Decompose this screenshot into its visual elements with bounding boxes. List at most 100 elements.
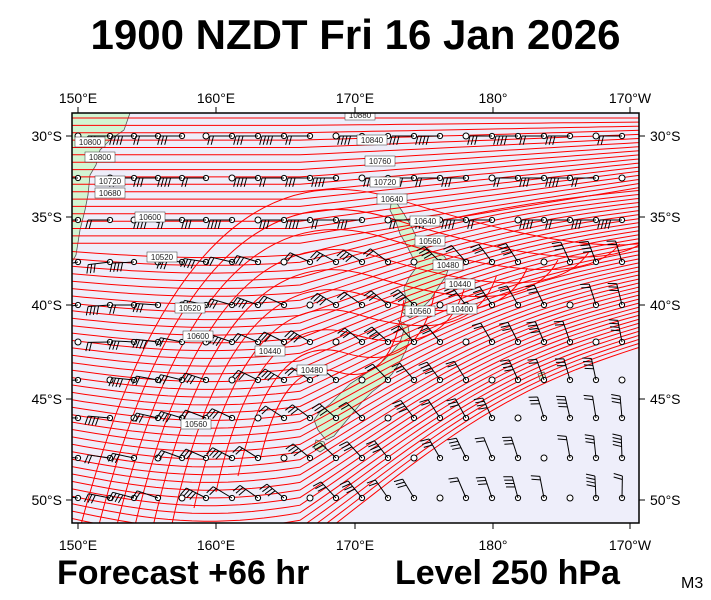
contour-line [72, 206, 639, 290]
wind-barb [447, 437, 470, 462]
wind-barb [85, 301, 114, 316]
contour-label: 10560 [404, 305, 436, 317]
wind-barb [418, 361, 444, 384]
wind-barb [207, 132, 236, 145]
lon-label-top-170e: 170°E [336, 90, 374, 106]
contour-line [259, 299, 405, 461]
wind-barb [592, 132, 600, 140]
contour-label-text: 10720 [374, 178, 397, 187]
wind-barb [207, 216, 236, 229]
contour-line [316, 338, 639, 523]
contour-line [72, 326, 639, 522]
wind-barb [410, 258, 418, 266]
lon-label-bottom-180: 180° [479, 537, 508, 553]
contour-line [135, 249, 590, 523]
contour-line [72, 302, 639, 476]
contour-line [98, 209, 639, 523]
wind-barb [178, 494, 186, 502]
wind-barb [231, 255, 262, 266]
wind-barb [364, 363, 392, 384]
wind-barb [436, 301, 444, 309]
wind-barb [131, 490, 162, 502]
wind-barb [311, 403, 340, 422]
wind-barb [618, 174, 626, 182]
contour-line [72, 286, 639, 445]
wind-barb [419, 399, 444, 422]
wind-barb [592, 338, 600, 346]
wind-barb [74, 338, 82, 346]
wind-barb [109, 301, 138, 314]
contour-line [72, 230, 639, 336]
wind-barb [85, 216, 114, 229]
wind-barb [441, 216, 470, 229]
lon-label-top-170w: 170°W [609, 90, 652, 106]
contour-label: 10640 [409, 215, 441, 227]
contour-label-text: 10520 [151, 253, 174, 262]
contour-label: 10600 [182, 330, 214, 342]
contour-line [153, 259, 559, 523]
wind-barb [551, 241, 574, 266]
contour-line [72, 137, 639, 156]
wind-barb [155, 450, 186, 462]
contour-label-text: 10560 [409, 307, 432, 316]
wind-barb [233, 132, 262, 145]
contour-label-text: 10680 [99, 189, 122, 198]
contour-label: 10560 [414, 235, 446, 247]
wind-barb [497, 243, 522, 266]
wind-barb [498, 285, 522, 309]
wind-barb [446, 398, 470, 422]
lon-label-top-150e: 150°E [59, 90, 97, 106]
lon-label-bottom-160e: 160°E [197, 537, 235, 553]
wind-barb [557, 435, 574, 462]
wind-barb [285, 132, 314, 145]
contour-line [72, 146, 639, 171]
contour-line [193, 275, 497, 509]
wind-barb [420, 438, 444, 462]
wind-barb [233, 174, 262, 187]
contour-line [72, 258, 639, 390]
contour-label: 10800 [84, 151, 116, 163]
height-contours [72, 117, 639, 523]
contour-line [72, 270, 639, 414]
wind-barb [597, 216, 626, 229]
contour-label: 10440 [254, 345, 286, 357]
wind-barb [462, 132, 470, 140]
wind-barb [392, 399, 418, 422]
wind-barb [228, 174, 236, 182]
wind-barb [580, 283, 600, 309]
contour-line [72, 218, 639, 313]
wind-barb [72, 216, 82, 224]
wind-barb [608, 319, 626, 346]
contour-line [72, 262, 639, 398]
wind-barb [556, 395, 574, 422]
contour-label: 10840 [356, 134, 388, 146]
contour-label-text: 10520 [179, 304, 202, 313]
contour-label-text: 10560 [185, 420, 208, 429]
wind-barb [180, 258, 210, 269]
lat-label-left-30s: 30°S [31, 128, 62, 144]
lon-label-bottom-170w: 170°W [609, 537, 652, 553]
contour-line [72, 278, 639, 429]
wind-barb [363, 248, 392, 266]
wind-barb [391, 362, 418, 384]
wind-barb [443, 244, 470, 266]
contour-line [72, 314, 639, 499]
contour-label-text: 10800 [79, 138, 102, 147]
wind-barb [205, 256, 236, 267]
contour-label: 10680 [94, 187, 126, 199]
wind-barb [566, 301, 574, 309]
lon-label-bottom-170e: 170°E [336, 537, 374, 553]
contour-line [72, 121, 639, 126]
wind-barb [72, 376, 82, 384]
wind-barb [540, 258, 548, 266]
wind-barb [606, 240, 626, 266]
lat-label-left-45s: 45°S [31, 391, 62, 407]
wind-barb [365, 440, 392, 462]
wind-barb [310, 292, 340, 309]
contour-line [72, 238, 639, 352]
wind-barb [384, 216, 392, 224]
wind-barb [206, 447, 236, 462]
wind-barb [259, 174, 288, 187]
wind-barb [445, 360, 470, 384]
contour-label: 10520 [146, 251, 178, 263]
